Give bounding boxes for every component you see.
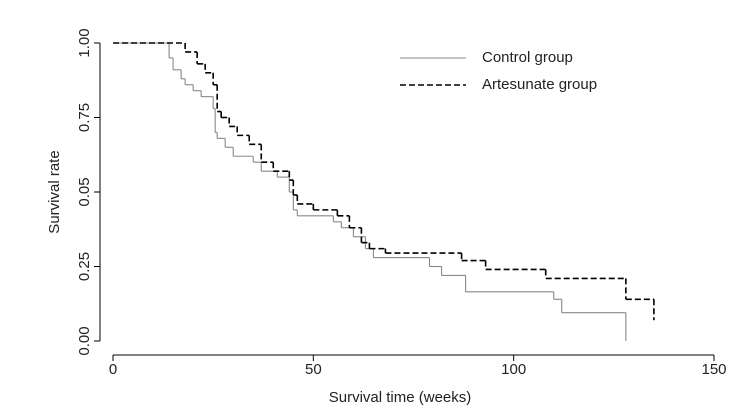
x-axis-label: Survival time (weeks) (329, 389, 472, 406)
y-tick-label: 0.75 (76, 103, 93, 132)
x-tick-label: 150 (701, 361, 726, 378)
y-tick-label: 0.25 (76, 252, 93, 281)
x-tick-label: 0 (109, 361, 117, 378)
x-tick-label: 100 (501, 361, 526, 378)
x-tick-label: 50 (305, 361, 322, 378)
legend-label: Artesunate group (482, 76, 597, 93)
y-axis-label: Survival rate (46, 150, 63, 233)
y-tick-label: 0.00 (76, 326, 93, 355)
legend-label: Control group (482, 49, 573, 66)
y-tick-label: 1.00 (76, 28, 93, 57)
y-tick-label: 0.05 (76, 177, 93, 206)
